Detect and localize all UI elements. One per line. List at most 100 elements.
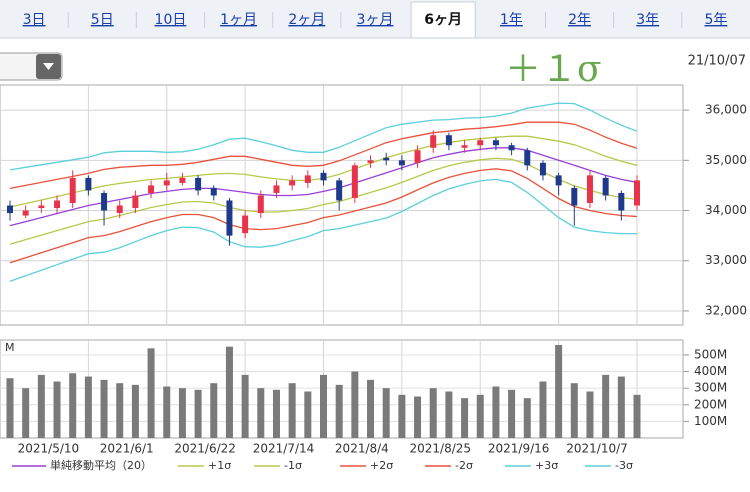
range-dropdown[interactable] <box>0 52 63 81</box>
annotation: ＋１σ <box>505 49 602 90</box>
candle-body <box>398 160 405 166</box>
candle-body <box>210 187 217 196</box>
x-tick-label: 2021/6/1 <box>100 442 154 456</box>
candle-body <box>85 177 92 191</box>
tab[interactable]: 3ヶ月 <box>357 12 394 28</box>
band-line <box>9 157 638 245</box>
candle-body <box>508 145 515 151</box>
y-tick-label: 500M <box>694 347 727 361</box>
volume-bar <box>335 384 343 438</box>
volume-bar <box>523 398 531 438</box>
volume-bar <box>445 391 453 438</box>
tab[interactable]: 5日 <box>91 12 114 28</box>
volume-bar <box>304 391 312 438</box>
x-tick-label: 2021/8/4 <box>335 442 389 456</box>
volume-bar <box>53 381 61 438</box>
y-tick-label: 300M <box>694 381 727 395</box>
volume-bar <box>84 376 92 438</box>
candle-body <box>195 177 202 191</box>
candle-body <box>148 185 155 193</box>
volume-bar <box>602 374 610 438</box>
band-line <box>9 121 638 190</box>
volume-bar <box>288 383 296 438</box>
volume-bar <box>22 388 30 438</box>
candle-body <box>54 200 61 209</box>
candle-body <box>524 150 531 166</box>
candle-body <box>132 195 139 209</box>
tab[interactable]: 1ヶ月 <box>220 12 257 28</box>
volume-bar <box>6 378 14 438</box>
x-tick-label: 2021/5/10 <box>18 442 80 456</box>
tab[interactable]: 2ヶ月 <box>288 12 325 28</box>
candle-body <box>273 185 280 193</box>
y-tick-label: 33,000 <box>705 253 747 267</box>
y-tick-label: 34,000 <box>705 203 747 217</box>
volume-bar <box>398 394 406 438</box>
tab-bar <box>0 0 750 38</box>
band-line <box>9 168 638 264</box>
candle-body <box>304 175 311 183</box>
volume-bar <box>210 383 218 438</box>
volume-bar <box>194 389 202 438</box>
volume-bar <box>163 386 171 438</box>
dropdown-arrow <box>43 63 54 70</box>
legend-label: +2σ <box>370 459 393 472</box>
candle-body <box>242 215 249 234</box>
candle-body <box>38 205 45 209</box>
volume-bar <box>429 388 437 438</box>
tab[interactable]: 3年 <box>636 12 659 28</box>
volume-bar <box>508 389 516 438</box>
price-panel <box>0 84 684 326</box>
volume-bar <box>492 386 500 438</box>
candle-body <box>179 177 186 183</box>
candle-body <box>226 200 233 236</box>
tab[interactable]: 2年 <box>568 12 591 28</box>
candle-body <box>477 140 484 146</box>
volume-bar <box>555 344 563 438</box>
y-tick-label: 35,000 <box>705 153 747 167</box>
volume-bar <box>570 383 578 438</box>
candle-body <box>367 160 374 163</box>
candle-body <box>571 187 578 206</box>
tab-selected-bg <box>410 1 476 39</box>
volume-bar <box>320 374 327 438</box>
volume-bar <box>461 398 469 438</box>
volume-bar <box>241 374 249 438</box>
volume-bar <box>382 388 390 438</box>
candle-body <box>430 135 437 148</box>
y-tick-label: 400M <box>694 364 727 378</box>
volume-bar <box>69 373 77 438</box>
candle-body <box>618 192 625 211</box>
volume-bar <box>633 394 641 438</box>
y-tick-label: 36,000 <box>705 103 747 117</box>
volume-bar <box>100 379 108 438</box>
candle-body <box>257 195 264 214</box>
volume-bar <box>131 384 139 438</box>
volume-bar <box>272 389 280 438</box>
band-line <box>9 147 638 227</box>
candle-body <box>289 180 296 186</box>
tab[interactable]: 10日 <box>155 12 187 28</box>
tab[interactable]: 1年 <box>500 12 523 28</box>
volume-bar <box>257 388 265 438</box>
volume-bar <box>586 391 594 438</box>
candle-body <box>586 175 593 203</box>
candle-body <box>634 180 640 206</box>
volume-bar <box>414 396 422 438</box>
volume-bar <box>351 371 359 438</box>
candle-body <box>101 192 108 211</box>
candle-body <box>461 145 468 148</box>
x-tick-label: 2021/6/22 <box>174 442 236 456</box>
volume-bar <box>225 346 233 438</box>
x-tick-label: 2021/8/25 <box>409 442 471 456</box>
candle-body <box>22 210 29 216</box>
volume-bar <box>617 376 625 438</box>
x-tick-label: 2021/7/14 <box>253 442 315 456</box>
tab[interactable]: 6ヶ月 <box>424 12 462 28</box>
tab[interactable]: 3日 <box>23 12 46 28</box>
y-tick-label: 100M <box>694 414 727 428</box>
tab[interactable]: 5年 <box>704 12 727 28</box>
chart-date: 21/10/07 <box>688 54 746 69</box>
volume-bar <box>539 381 547 438</box>
